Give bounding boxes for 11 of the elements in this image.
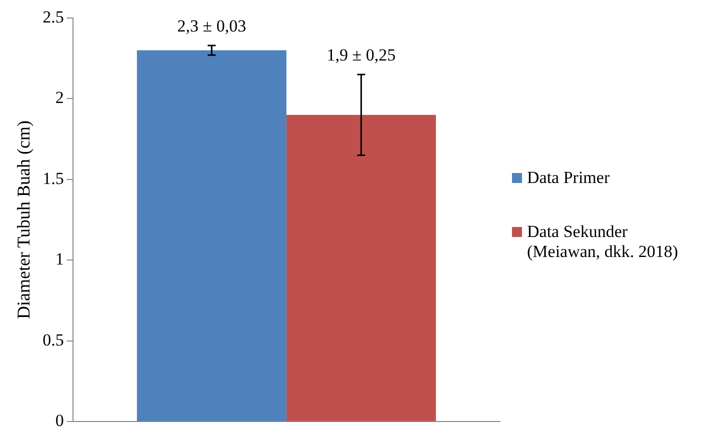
y-axis-title: Diameter Tubuh Buah (cm) <box>14 120 34 320</box>
y-tick-label: 2 <box>55 88 64 108</box>
legend-label: Data Sekunder (Meiawan, dkk. 2018) <box>527 222 680 262</box>
y-tick-label: 0.5 <box>42 330 64 350</box>
y-tick-label: 1.5 <box>42 168 64 188</box>
y-tick-label: 2.5 <box>42 7 64 26</box>
data-label: 1,9 ± 0,25 <box>326 45 396 64</box>
data-label: 2,3 ± 0,03 <box>177 16 246 36</box>
y-tick-label: 1 <box>55 250 64 269</box>
legend-label: Data Primer <box>527 168 611 188</box>
y-tick-label: 0 <box>55 411 64 430</box>
